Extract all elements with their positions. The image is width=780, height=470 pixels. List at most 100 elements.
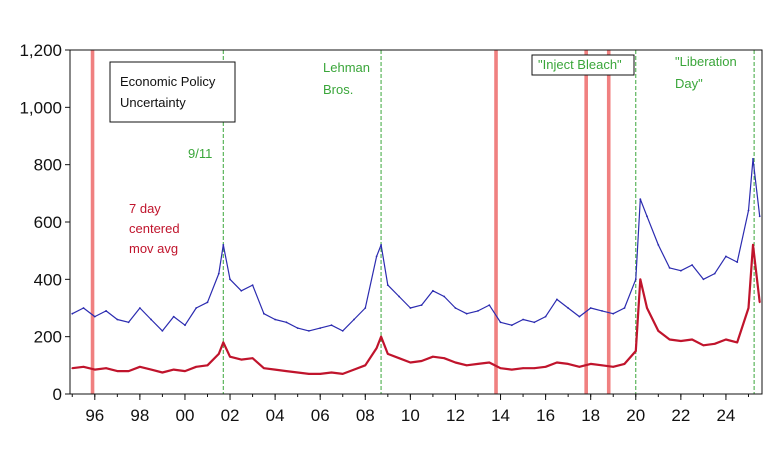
series-0-point-26 — [353, 318, 355, 321]
y-tick-label-4: 800 — [34, 156, 62, 175]
series-1-point-4 — [116, 370, 119, 372]
series-0-point-21 — [296, 327, 299, 329]
y-tick-label-5: 1,000 — [19, 98, 62, 117]
series-0-point-27 — [364, 307, 367, 309]
event-annotation-3-line-1: Day" — [675, 76, 703, 91]
series-1-point-34 — [432, 355, 434, 358]
series-1-point-37 — [465, 364, 468, 367]
series-1-point-22 — [308, 373, 310, 375]
series-line-0 — [72, 158, 761, 332]
x-tick-label-3: 02 — [221, 406, 240, 425]
y-tick-label-0: 0 — [53, 385, 62, 404]
series-0-point-11 — [195, 307, 198, 309]
series-0-point-55 — [657, 244, 660, 246]
series-1-point-25 — [341, 373, 344, 375]
series-1-point-39 — [488, 361, 491, 364]
series-0-point-29 — [380, 244, 382, 246]
series-0-point-38 — [477, 310, 479, 312]
series-0-point-28 — [375, 255, 378, 258]
series-0-point-20 — [285, 321, 288, 324]
series-1-point-58 — [691, 338, 693, 341]
event-annotation-0-line-0: 9/11 — [188, 146, 212, 161]
series-1-point-3 — [105, 367, 107, 370]
x-tick-label-7: 10 — [401, 406, 420, 425]
series-0-point-54 — [646, 215, 648, 218]
series-0-point-46 — [567, 307, 569, 309]
series-1-point-29 — [380, 335, 382, 338]
series-1-point-40 — [499, 367, 502, 370]
series-1-point-5 — [127, 370, 130, 372]
series-1-point-56 — [668, 338, 671, 341]
series-1-point-61 — [725, 338, 727, 341]
y-tick-label-3: 600 — [34, 213, 62, 232]
series-1-point-59 — [702, 344, 705, 347]
series-1-point-14 — [222, 341, 225, 344]
x-tick-label-12: 20 — [626, 406, 645, 425]
x-tick-label-1: 98 — [130, 406, 149, 425]
series-1-point-54 — [646, 307, 648, 309]
annotations: 7 day centered mov avg 9/11 Lehman Bros. "Inje… — [129, 54, 737, 256]
series-1-point-23 — [319, 373, 322, 375]
series-annotation-line-1: centered — [129, 221, 180, 236]
series-0-point-42 — [522, 318, 524, 321]
series-0-point-50 — [612, 312, 615, 315]
x-tick-label-6: 08 — [356, 406, 375, 425]
y-tick-label-6: 1,200 — [19, 41, 62, 60]
recession-bars — [90, 50, 611, 394]
series-0-point-62 — [736, 261, 739, 263]
series-0-point-24 — [330, 324, 333, 327]
series-0-point-60 — [713, 272, 716, 275]
series-0-point-10 — [184, 324, 186, 327]
series-0-point-12 — [206, 301, 209, 304]
series-layer — [71, 158, 761, 375]
series-1-point-53 — [639, 278, 642, 281]
series-1-point-62 — [736, 341, 739, 344]
series-1-point-9 — [172, 368, 175, 371]
event-annotation-3-line-0: "Liberation — [675, 54, 737, 69]
series-1-point-32 — [409, 361, 412, 364]
series-1-point-50 — [612, 365, 615, 368]
y-axis: 0 200 400 600 800 1,000 1,200 — [19, 41, 70, 404]
event-annotation-1-line-0: Lehman — [323, 60, 370, 75]
series-0-point-44 — [544, 315, 547, 318]
series-1-point-6 — [139, 365, 141, 368]
series-1-point-47 — [578, 365, 581, 368]
x-tick-label-13: 22 — [671, 406, 690, 425]
series-0-point-61 — [725, 255, 727, 258]
x-tick-label-2: 00 — [175, 406, 194, 425]
series-1-point-10 — [184, 370, 186, 372]
series-1-point-2 — [93, 368, 96, 371]
series-1-point-18 — [263, 367, 265, 370]
series-0-point-18 — [263, 312, 265, 315]
x-tick-label-4: 04 — [266, 406, 285, 425]
series-1-point-27 — [364, 364, 367, 367]
series-1-point-20 — [285, 370, 288, 372]
x-tick-label-14: 24 — [716, 406, 735, 425]
series-0-point-57 — [680, 269, 682, 272]
series-1-point-41 — [510, 368, 513, 371]
event-annotation-2-line-0: "Inject Bleach" — [538, 57, 622, 72]
series-0-point-65 — [758, 215, 761, 218]
series-0-point-5 — [127, 321, 130, 324]
series-1-point-42 — [522, 367, 524, 370]
series-0-point-56 — [668, 267, 671, 269]
series-1-point-0 — [71, 367, 74, 370]
series-0-point-35 — [443, 295, 446, 298]
series-0-point-63 — [747, 209, 750, 212]
series-0-point-8 — [161, 330, 164, 332]
series-1-point-44 — [544, 365, 547, 368]
series-1-point-51 — [623, 363, 626, 365]
series-0-point-30 — [386, 284, 389, 286]
series-1-point-35 — [443, 357, 446, 360]
series-0-point-31 — [398, 295, 400, 298]
series-1-point-12 — [206, 364, 209, 367]
series-1-point-13 — [217, 353, 220, 355]
x-tick-label-5: 06 — [311, 406, 330, 425]
event-annotation-box-2 — [531, 54, 635, 76]
series-0-point-16 — [240, 289, 243, 292]
series-0-point-48 — [589, 307, 592, 309]
x-tick-label-10: 16 — [536, 406, 555, 425]
x-tick-label-9: 14 — [491, 406, 510, 425]
event-annotation-1-line-1: Bros. — [323, 82, 353, 97]
series-1-point-36 — [454, 361, 457, 364]
